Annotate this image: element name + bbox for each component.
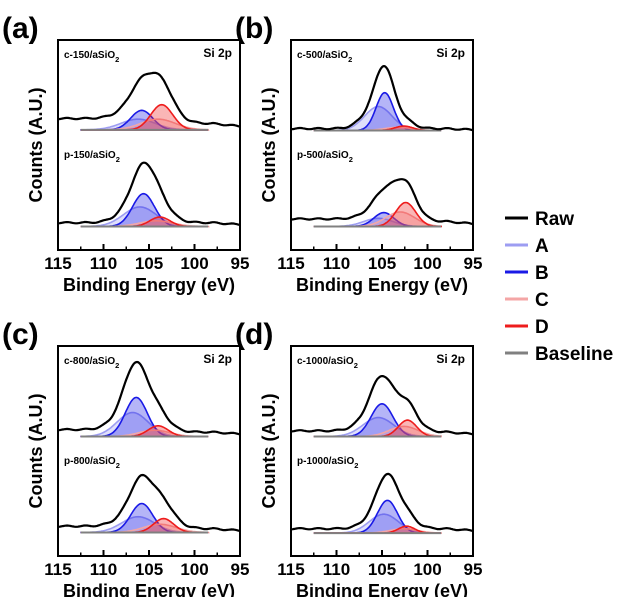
y-axis-title: Counts (A.U.): [26, 88, 46, 203]
x-tick-label: 105: [368, 254, 396, 273]
chart-title: Si 2p: [203, 352, 232, 366]
x-tick-label: 100: [180, 560, 208, 579]
raw-line: [291, 472, 474, 533]
x-tick-label: 110: [323, 254, 350, 273]
panel-label: (a): [2, 12, 39, 45]
panel-label: (b): [235, 12, 273, 45]
legend-label: A: [535, 236, 549, 257]
x-tick-label: 110: [90, 254, 117, 273]
x-tick-label: 100: [413, 560, 441, 579]
x-tick-label: 115: [277, 254, 304, 273]
spectrum-top: [291, 64, 474, 132]
x-tick-label: 105: [135, 560, 163, 579]
chart-panel-c: (c) c-800/aSiO2 p-800/aSiO2 Si 2p 115 110 105 1…: [2, 318, 249, 597]
legend-label: Raw: [535, 209, 574, 230]
spectrum-top: [58, 360, 241, 438]
x-tick-label: 105: [368, 560, 396, 579]
x-axis-title: Binding Energy (eV): [296, 581, 468, 597]
x-axis-title: Binding Energy (eV): [63, 581, 235, 597]
legend-item: Baseline: [505, 344, 613, 365]
legend-item: C: [505, 290, 549, 311]
x-tick-label: 115: [277, 560, 304, 579]
chart-title: Si 2p: [436, 352, 465, 366]
raw-line: [291, 64, 474, 132]
legend-label: Baseline: [535, 344, 613, 365]
raw-line: [57, 71, 241, 128]
chart-panel-b: (b) c-500/aSiO2 p-500/aSiO2 Si 2p 115 110 105 1…: [235, 12, 482, 295]
x-tick-label: 95: [464, 254, 483, 273]
spectrum-bottom: [291, 472, 474, 535]
raw-line: [291, 178, 474, 226]
sample-label: c-150/aSiO2: [64, 50, 119, 64]
legend-item: D: [505, 317, 549, 338]
x-tick-label: 110: [323, 560, 350, 579]
spectrum-top: [290, 375, 474, 438]
x-tick-label: 105: [135, 254, 163, 273]
y-axis-title: Counts (A.U.): [259, 394, 279, 509]
x-axis-title: Binding Energy (eV): [63, 275, 235, 295]
y-axis-title: Counts (A.U.): [259, 88, 279, 203]
spectrum-bottom: [58, 161, 241, 228]
x-tick-label: 115: [44, 560, 71, 579]
raw-line: [58, 473, 241, 533]
legend-item: Raw: [505, 209, 574, 230]
sample-label: p-1000/aSiO2: [297, 456, 358, 470]
legend-label: C: [535, 290, 549, 311]
x-tick-label: 100: [413, 254, 441, 273]
x-tick-label: 95: [231, 254, 250, 273]
x-tick-label: 95: [464, 560, 483, 579]
raw-line: [58, 360, 241, 436]
x-tick-label: 95: [231, 560, 250, 579]
chart-panel-d: (d) c-1000/aSiO2 p-1000/aSiO2 Si 2p 115 110 10…: [235, 318, 482, 597]
sample-label: c-800/aSiO2: [64, 356, 119, 370]
y-axis-title: Counts (A.U.): [26, 394, 46, 509]
chart-title: Si 2p: [436, 46, 465, 60]
x-axis-title: Binding Energy (eV): [296, 275, 468, 295]
spectrum-bottom: [291, 178, 474, 228]
raw-line: [58, 161, 241, 227]
chart-title: Si 2p: [203, 46, 232, 60]
raw-line: [290, 375, 474, 436]
sample-label: c-1000/aSiO2: [297, 356, 358, 370]
legend-item: A: [505, 236, 549, 257]
panel-label: (d): [235, 318, 273, 351]
chart-panel-a: (a) c-150/aSiO2 p-150/aSiO2 Si 2p 115 110 105 1…: [2, 12, 249, 295]
x-tick-label: 115: [44, 254, 71, 273]
sample-label: p-150/aSiO2: [64, 150, 120, 164]
legend-label: D: [535, 317, 549, 338]
sample-label: p-800/aSiO2: [64, 456, 120, 470]
x-tick-label: 100: [180, 254, 208, 273]
x-tick-label: 110: [90, 560, 117, 579]
panel-label: (c): [2, 318, 39, 351]
peak-b: [313, 91, 442, 132]
spectrum-bottom: [58, 473, 241, 534]
sample-label: p-500/aSiO2: [297, 150, 353, 164]
legend-label: B: [535, 263, 549, 284]
legend-item: B: [505, 263, 549, 284]
sample-label: c-500/aSiO2: [297, 50, 352, 64]
spectrum-top: [57, 71, 241, 131]
